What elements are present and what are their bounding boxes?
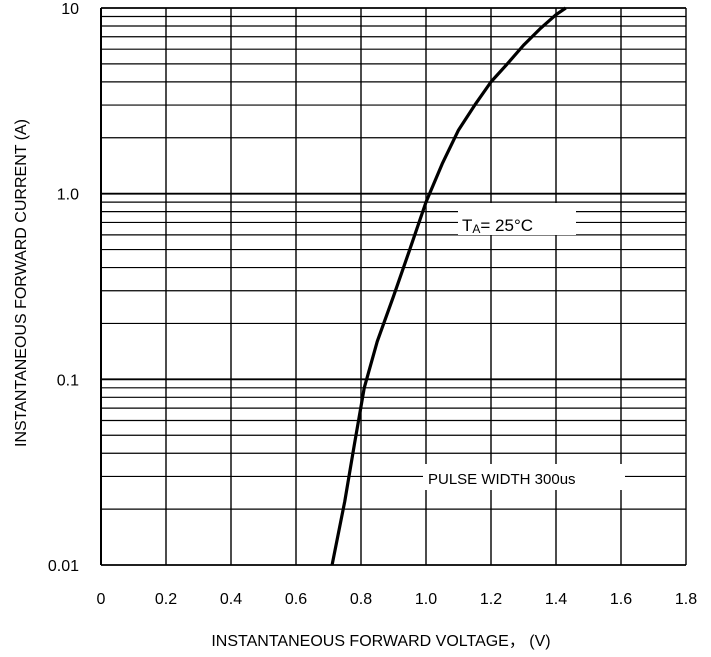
temperature-prefix: T bbox=[462, 216, 472, 235]
x-tick-label: 1.0 bbox=[415, 591, 437, 608]
tick-labels: 0 0.2 0.4 0.6 0.8 1.0 1.2 1.4 1.6 1.8 0.01 0.1 1.0 10 bbox=[48, 1, 697, 608]
curve-layer bbox=[330, 6, 567, 565]
y-axis-title: INSTANTANEOUS FORWARD CURRENT (A) bbox=[13, 119, 30, 447]
pulse-annotation: PULSE WIDTH 300us bbox=[423, 464, 625, 490]
x-tick-label: 1.4 bbox=[545, 591, 567, 608]
grid bbox=[100, 7, 687, 566]
x-axis-title: INSTANTANEOUS FORWARD VOLTAGE， (V) bbox=[211, 633, 550, 650]
temperature-subscript: A bbox=[472, 222, 480, 236]
x-tick-label: 1.6 bbox=[610, 591, 632, 608]
x-tick-label: 0.6 bbox=[285, 591, 307, 608]
y-tick-label: 0.1 bbox=[57, 372, 79, 389]
x-tick-label: 0.2 bbox=[155, 591, 177, 608]
svg-text:TA= 25°C: TA= 25°C bbox=[462, 216, 533, 236]
x-tick-label: 1.2 bbox=[480, 591, 502, 608]
y-tick-label: 10 bbox=[61, 1, 79, 18]
x-tick-label: 0 bbox=[97, 591, 106, 608]
x-tick-label: 1.8 bbox=[675, 591, 697, 608]
x-tick-label: 0.8 bbox=[350, 591, 372, 608]
temperature-annotation: TA= 25°C bbox=[458, 203, 576, 236]
forward-current-curve bbox=[330, 6, 567, 565]
x-tick-label: 0.4 bbox=[220, 591, 242, 608]
y-tick-label: 1.0 bbox=[57, 187, 79, 204]
temperature-unit: °C bbox=[514, 216, 533, 235]
temperature-value: = 25 bbox=[480, 216, 514, 235]
pulse-label: PULSE WIDTH 300us bbox=[428, 471, 576, 488]
y-tick-label: 0.01 bbox=[48, 558, 79, 575]
